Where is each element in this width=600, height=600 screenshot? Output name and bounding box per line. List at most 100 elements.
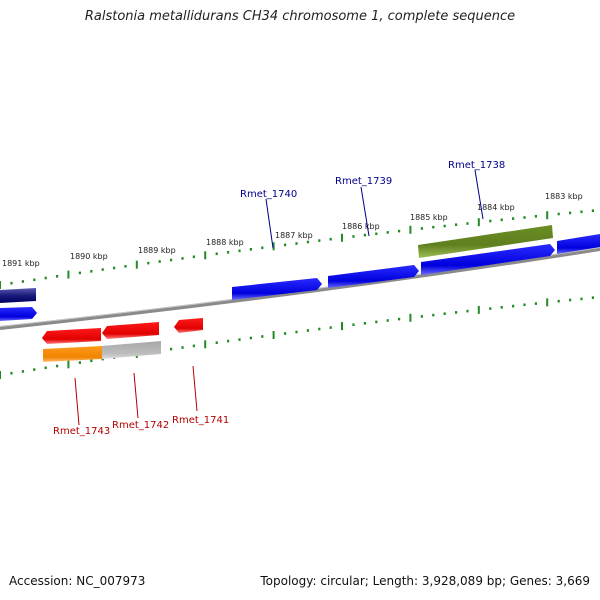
- outer-track-tick: [181, 257, 184, 260]
- forward-gene-rmet-1740[interactable]: [232, 278, 322, 300]
- inner-track-tick: [170, 347, 173, 351]
- label-leader-lines: [74, 169, 484, 426]
- forward-strand-genes: [0, 225, 600, 321]
- outer-track-tick: [78, 271, 81, 275]
- gene-label-rmet-1742[interactable]: Rmet_1742: [112, 420, 169, 431]
- leader-rmet-1739: [360, 186, 370, 237]
- inner-track-tick: [512, 304, 515, 308]
- outer-track-tick: [443, 224, 446, 228]
- inner-track-tick: [10, 371, 13, 375]
- inner-track-tick: [363, 322, 366, 325]
- outer-track-tick: [306, 240, 309, 244]
- inner-track-tick: [557, 299, 560, 303]
- outer-track-tick: [432, 225, 435, 229]
- outer-track-tick: [512, 217, 515, 220]
- inner-track-tick: [67, 360, 70, 369]
- outer-track-tick: [489, 219, 492, 223]
- inner-track-tick: [352, 323, 355, 326]
- reverse-feature-grey[interactable]: [102, 341, 161, 359]
- sequence-stats-text: Topology: circular; Length: 3,928,089 bp…: [260, 574, 590, 588]
- outer-track-tick: [227, 251, 230, 254]
- outer-track-tick: [363, 233, 366, 237]
- forward-gene-partial-navy[interactable]: [0, 288, 36, 303]
- outer-track-tick: [158, 260, 161, 263]
- forward-gene-rmet-1739[interactable]: [328, 265, 419, 288]
- outer-track-tick: [192, 255, 195, 259]
- inner-track-tick: [44, 366, 47, 370]
- inner-track-tick: [272, 331, 275, 339]
- leader-rmet-1740: [265, 198, 274, 249]
- kbp-label-1888: 1888 kbp: [206, 238, 244, 247]
- kbp-label-1885: 1885 kbp: [410, 213, 448, 222]
- outer-track-tick: [124, 265, 127, 268]
- outer-track-tick: [500, 218, 503, 222]
- outer-track-tick: [204, 251, 207, 260]
- leader-rmet-1742: [133, 372, 139, 419]
- inner-track-tick: [284, 332, 287, 335]
- reverse-feature-orange[interactable]: [43, 346, 102, 362]
- inner-track-tick: [261, 335, 264, 338]
- inner-track-tick: [318, 327, 321, 331]
- gene-label-rmet-1743[interactable]: Rmet_1743: [53, 426, 110, 437]
- outer-track-tick: [295, 242, 298, 245]
- inner-track-tick: [306, 329, 309, 332]
- chromosome-backbone: [0, 247, 600, 330]
- inner-track-tick: [534, 302, 537, 305]
- outer-track-tick: [113, 266, 116, 270]
- outer-track-tick: [215, 252, 218, 256]
- accession-text: Accession: NC_007973: [9, 574, 146, 588]
- kbp-label-1886: 1886 kbp: [342, 222, 380, 231]
- outer-track-tick: [44, 276, 47, 280]
- outer-track-tick: [523, 216, 526, 219]
- inner-track-tick: [0, 371, 1, 379]
- inner-track-tick: [546, 298, 549, 307]
- outer-track-tick: [409, 225, 412, 234]
- reverse-gene-rmet-1742[interactable]: [102, 322, 159, 339]
- inner-track-tick: [455, 311, 458, 314]
- forward-gene-rmet-1738[interactable]: [421, 244, 555, 275]
- leader-rmet-1741: [192, 365, 198, 412]
- gene-label-rmet-1741[interactable]: Rmet_1741: [172, 415, 229, 426]
- outer-track-tick: [318, 239, 321, 242]
- inner-track-tick: [78, 361, 81, 364]
- outer-track-tick: [284, 243, 287, 247]
- inner-track-tick: [420, 315, 423, 318]
- outer-track-tick: [569, 211, 572, 215]
- inner-track-tick: [591, 296, 594, 299]
- outer-track-tick: [420, 227, 423, 230]
- inner-track-tick: [580, 297, 583, 301]
- inner-track-tick: [101, 357, 104, 361]
- outer-track-tick: [386, 231, 389, 234]
- outer-track-tick: [466, 222, 469, 225]
- kbp-label-1887: 1887 kbp: [275, 231, 313, 240]
- inner-track-tick: [295, 330, 298, 334]
- reverse-gene-rmet-1743[interactable]: [42, 328, 101, 344]
- outer-track-tick: [261, 246, 264, 250]
- inner-track-tick: [489, 307, 492, 310]
- inner-track-tick: [181, 346, 184, 349]
- inner-tick-track: [0, 296, 594, 379]
- inner-track-tick: [409, 313, 412, 322]
- inner-track-tick: [192, 344, 195, 348]
- inner-track-tick: [238, 338, 241, 341]
- gene-label-rmet-1738[interactable]: Rmet_1738: [448, 160, 505, 171]
- inner-track-tick: [204, 340, 207, 349]
- outer-track-tick: [56, 275, 59, 278]
- inner-track-tick: [523, 303, 526, 307]
- inner-track-tick: [90, 359, 93, 363]
- forward-feature-olive[interactable]: [418, 225, 553, 258]
- forward-gene-right-edge[interactable]: [557, 234, 600, 254]
- outer-track-tick: [33, 278, 36, 282]
- gene-label-rmet-1739[interactable]: Rmet_1739: [335, 176, 392, 187]
- inner-track-tick: [329, 326, 332, 329]
- inner-track-tick: [375, 320, 378, 324]
- outer-track-tick: [546, 211, 549, 220]
- gene-label-rmet-1740[interactable]: Rmet_1740: [240, 189, 297, 200]
- reverse-gene-rmet-1741[interactable]: [174, 318, 203, 333]
- inner-track-tick: [21, 370, 24, 373]
- outer-track-tick: [272, 242, 275, 251]
- outer-track-tick: [170, 258, 173, 262]
- forward-gene-partial-left[interactable]: [0, 307, 37, 321]
- outer-track-tick: [477, 218, 480, 227]
